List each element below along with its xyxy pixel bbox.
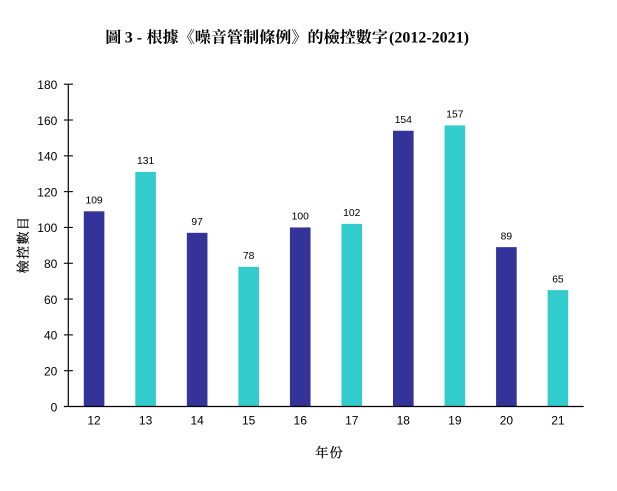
svg-text:89: 89 [501,231,513,242]
svg-text:13: 13 [139,414,153,428]
svg-text:17: 17 [345,414,359,428]
svg-text:3 -: 3 - [125,30,142,47]
svg-text:109: 109 [85,196,102,207]
svg-text:100: 100 [292,212,309,223]
svg-text:18: 18 [397,414,411,428]
svg-text:15: 15 [242,414,256,428]
svg-text:20: 20 [500,414,514,428]
svg-text:20: 20 [44,364,58,378]
svg-text:0: 0 [51,400,58,414]
svg-text:131: 131 [137,156,154,167]
svg-text:40: 40 [44,329,58,343]
svg-text:157: 157 [446,110,463,121]
svg-text:65: 65 [552,274,564,285]
svg-text:12: 12 [87,414,101,428]
svg-text:19: 19 [448,414,462,428]
svg-text:(2012-2021): (2012-2021) [389,30,469,47]
svg-text:102: 102 [343,208,360,219]
svg-text:160: 160 [37,114,57,128]
svg-text:140: 140 [37,150,57,164]
svg-text:16: 16 [294,414,308,428]
svg-text:97: 97 [191,217,203,228]
svg-text:80: 80 [44,257,58,271]
svg-text:154: 154 [395,115,412,126]
svg-text:21: 21 [551,414,565,428]
svg-text:78: 78 [243,251,255,262]
svg-text:120: 120 [37,185,57,199]
svg-text:180: 180 [37,78,57,92]
svg-text:14: 14 [190,414,204,428]
svg-text:100: 100 [37,221,57,235]
svg-text:60: 60 [44,293,58,307]
